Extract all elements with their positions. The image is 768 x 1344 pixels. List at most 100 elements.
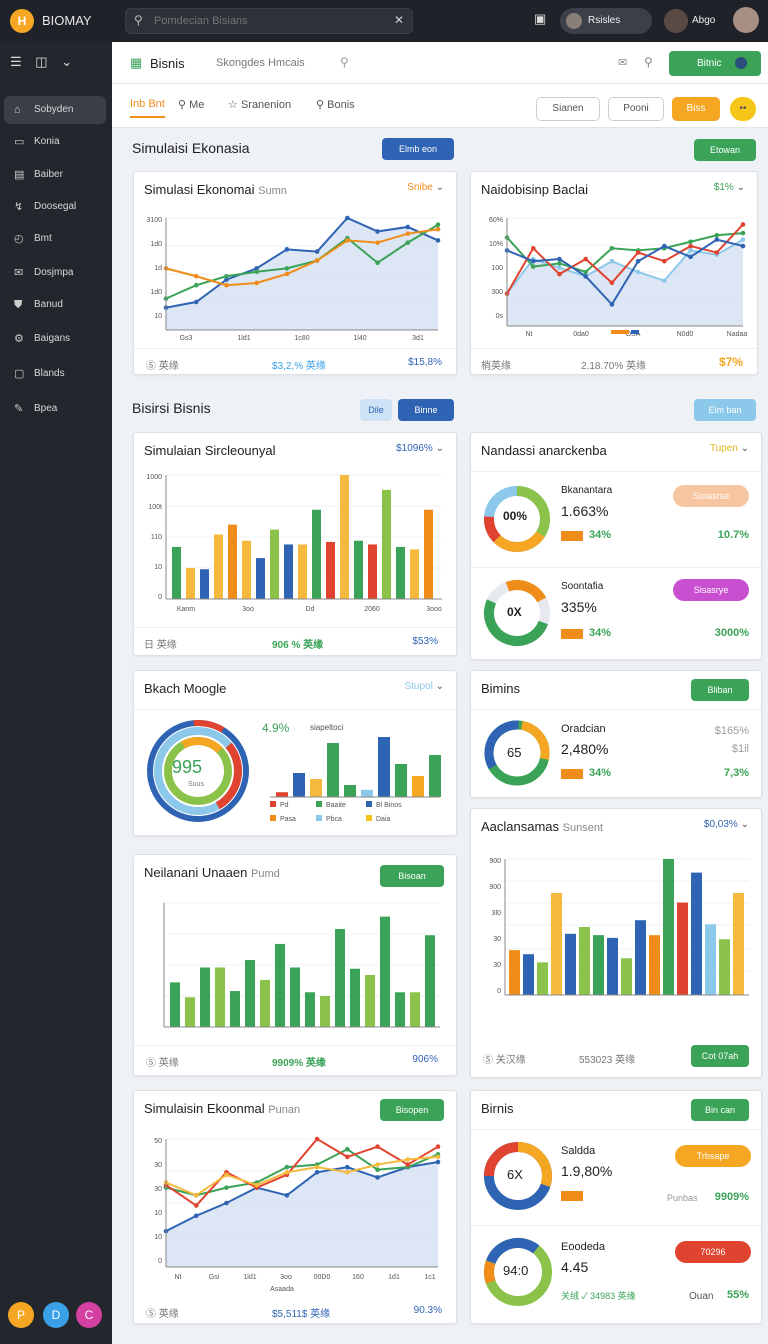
more-icon[interactable]: •• (730, 97, 756, 121)
close-icon[interactable]: ✕ (393, 13, 404, 27)
fab-c[interactable]: C (76, 1302, 102, 1328)
bar (537, 962, 548, 995)
data-point (688, 254, 693, 260)
search-icon[interactable]: ⚲ (644, 55, 653, 69)
divider (471, 709, 761, 710)
bar (551, 893, 562, 995)
avatar (735, 57, 747, 69)
card-value[interactable]: Snibe ⌄ (407, 182, 444, 193)
workspace-switcher[interactable]: Rsisles (560, 8, 652, 34)
x-tick-label: Nt (526, 331, 533, 338)
header-action-button[interactable]: Bitnic (669, 51, 761, 76)
card-action-button[interactable]: Bisoan (380, 865, 444, 887)
card-value[interactable]: Tupen ⌄ (710, 443, 749, 454)
profile-avatar[interactable] (733, 7, 759, 33)
bag-icon[interactable]: ▣ (534, 11, 547, 26)
card-value[interactable]: $1096% ⌄ (396, 443, 444, 454)
search-input[interactable] (154, 12, 374, 30)
data-point (375, 1175, 380, 1180)
user-menu[interactable]: Abgo (664, 8, 724, 34)
ring-value: 0X (507, 605, 522, 619)
ring-label: Suus (188, 781, 204, 788)
y-tick-label: 0 (497, 988, 501, 995)
card-action-button[interactable]: Bliban (691, 679, 749, 701)
tab-2[interactable]: ☆ Sranenion (228, 98, 291, 111)
data-point (375, 1162, 380, 1167)
card-action-button[interactable]: Cot 07ah (691, 1045, 749, 1067)
card-value[interactable]: $0,03% ⌄ (704, 819, 749, 830)
tab-0[interactable]: Inb Bnt (130, 98, 165, 118)
x-tick-label: 1c80 (294, 335, 309, 342)
sidebar-item-2[interactable]: ▤ Baiber (4, 161, 106, 189)
bar-chart: 1000 100t 110 10 0 Kanm 3oo Dd 2060 3ooo (146, 474, 442, 613)
bar (305, 992, 315, 1027)
sidebar-item-6[interactable]: ⛊ Banud (4, 291, 106, 319)
legend-swatch (270, 815, 276, 821)
line-chart: 50 30 30 10 10 0 Nt Gsi 1ld1 3oo 00D0 160 1d1 1c1 Asaa… (154, 1136, 441, 1293)
app-logo[interactable]: H (10, 9, 34, 33)
card-value[interactable]: $1% ⌄ (714, 182, 745, 193)
section-pill[interactable]: Dile (360, 399, 392, 421)
data-point (688, 248, 693, 253)
fab-d[interactable]: D (43, 1302, 69, 1328)
sidebar-item-7[interactable]: ⚙ Baigans (4, 325, 106, 353)
y-tick-label: 10 (154, 564, 162, 571)
bar (310, 779, 322, 797)
card-title: Bimins (481, 681, 521, 696)
search-icon[interactable]: ⚲ (340, 55, 349, 69)
data-point (609, 302, 615, 307)
legend-label: Daia (376, 816, 391, 823)
footer-total: $7% (718, 355, 743, 369)
data-point (375, 1144, 380, 1149)
breadcrumb[interactable]: Skongdes Hmcais (216, 57, 305, 69)
data-point (375, 1167, 380, 1173)
section-secondary-button[interactable]: Elm ban (694, 399, 756, 421)
search-box[interactable]: ⚲ ✕ (125, 8, 413, 34)
bar (509, 950, 520, 995)
chevron-down-icon[interactable]: ⌄ (61, 54, 73, 69)
box-icon[interactable]: ◫ (35, 54, 48, 69)
status-chip[interactable]: Trbsape (675, 1145, 751, 1167)
card-title: Simulasi Ekonomai Sumn (144, 182, 287, 197)
section-primary-button[interactable]: Binne (398, 399, 454, 421)
fab-p[interactable]: P (8, 1302, 34, 1328)
bar (312, 509, 321, 599)
x-axis-title: Asaada (270, 1286, 294, 1293)
section-primary-button[interactable]: Elmb eon (382, 138, 454, 160)
sidebar-item-5[interactable]: ✉ Dosjmpa (4, 259, 106, 287)
status-chip[interactable]: 70296 (675, 1241, 751, 1263)
tab-1[interactable]: ⚲ Me (178, 98, 204, 111)
filter-pill-0[interactable]: Sianen (536, 97, 600, 121)
section-secondary-button[interactable]: Etowan (694, 139, 756, 161)
card-title: Simulaisin Ekoonmal Punan (144, 1101, 300, 1116)
donut-chart (484, 720, 550, 786)
bar (350, 968, 360, 1027)
status-chip[interactable]: Sisiasrse (673, 485, 749, 507)
search-icon: ⚲ (316, 99, 325, 111)
sidebar-item-0[interactable]: ⌂ Sobyden (4, 96, 106, 124)
tab-3[interactable]: ⚲ Bonis (316, 98, 355, 111)
menu-icon[interactable]: ☰ (10, 54, 22, 69)
bar-chart: Pd Baaite Pasa Pbca Daia Bl Binos (270, 737, 441, 823)
sidebar-item-9[interactable]: ✎ Bpea (4, 395, 106, 423)
legend-swatch (316, 801, 322, 807)
sidebar-item-4[interactable]: ◴ Bmt (4, 225, 106, 253)
card-subtitle: Pumd (250, 868, 280, 880)
status-chip[interactable]: Sisasrye (673, 579, 749, 601)
row-percent: 34% (589, 627, 612, 639)
sidebar-item-1[interactable]: ▭ Konia (4, 128, 106, 156)
filter-pill-2[interactable]: Biss (672, 97, 720, 121)
sidebar-item-3[interactable]: ↯ Doosegal (4, 193, 106, 221)
bar (170, 982, 180, 1027)
card-action-button[interactable]: Bin can (691, 1099, 749, 1121)
y-tick-label: 60% (489, 217, 503, 224)
data-point (314, 1136, 320, 1142)
section-title: Bisirsi Bisnis (132, 400, 211, 416)
inbox-icon[interactable]: ✉ (618, 57, 628, 69)
footer-label: Ⓢ 英缘 (146, 361, 179, 372)
y-tick-label: 50 (154, 1138, 162, 1145)
filter-pill-1[interactable]: Pooni (608, 97, 664, 121)
card-value[interactable]: Stupol ⌄ (404, 681, 444, 692)
sidebar-item-8[interactable]: ▢ Blands (4, 360, 106, 388)
card-action-button[interactable]: Bisopen (380, 1099, 444, 1121)
